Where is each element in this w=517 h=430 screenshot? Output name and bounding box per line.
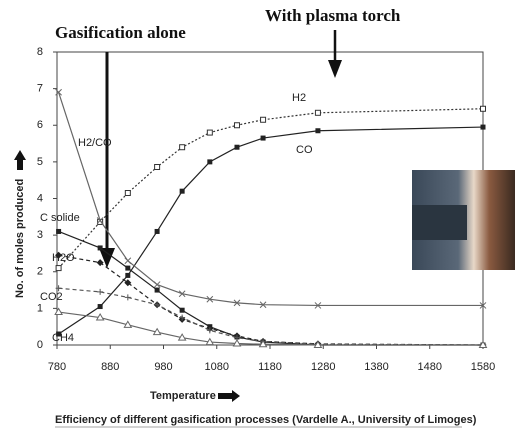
marker (124, 190, 131, 197)
marker (124, 294, 131, 301)
marker (313, 340, 323, 348)
marker (55, 251, 63, 259)
marker (55, 265, 62, 272)
series-line (58, 126, 484, 335)
y-tick-label: 6 (37, 119, 43, 131)
marker (207, 159, 213, 165)
series-line (58, 92, 483, 307)
marker (314, 109, 321, 116)
y-tick-label: 2 (37, 266, 43, 278)
x-tick-label: 980 (154, 361, 172, 373)
series-label: H2O (52, 252, 75, 264)
marker (124, 257, 132, 265)
marker (152, 327, 162, 336)
marker (205, 337, 215, 346)
series-line (58, 230, 483, 346)
series-line (58, 108, 484, 269)
marker (179, 314, 186, 321)
marker (177, 333, 187, 341)
y-tick-label: 0 (37, 339, 43, 351)
marker (153, 281, 161, 288)
marker (258, 339, 268, 348)
marker (206, 327, 213, 334)
marker (232, 339, 242, 347)
marker (56, 228, 62, 234)
x-tick-label: 1480 (418, 361, 442, 373)
marker (95, 313, 105, 321)
y-tick-label: 4 (37, 192, 43, 204)
marker (55, 285, 62, 292)
y-tick-label: 5 (37, 156, 43, 168)
marker (314, 302, 322, 309)
series-label: CO (296, 144, 313, 156)
marker (478, 340, 488, 348)
marker (179, 188, 185, 194)
marker (480, 105, 486, 112)
marker (178, 290, 186, 298)
y-tick-label: 8 (37, 46, 43, 58)
marker (96, 217, 104, 224)
marker (479, 302, 487, 309)
marker (259, 301, 267, 309)
series-label: CO2 (40, 291, 63, 303)
arrow-head (328, 60, 342, 78)
series-label: H2/CO (78, 137, 112, 149)
marker (154, 301, 161, 308)
y-tick-label: 1 (37, 302, 43, 314)
x-tick-label: 1380 (364, 361, 388, 373)
marker (206, 129, 213, 136)
marker (260, 116, 267, 123)
marker (97, 245, 103, 251)
series-line (58, 287, 484, 346)
axis-arrow (14, 150, 26, 170)
annotation: With plasma torch (265, 6, 401, 25)
y-axis-label: No. of moles produced (14, 179, 26, 298)
marker (54, 307, 63, 316)
marker (154, 164, 161, 171)
marker (56, 331, 62, 337)
marker (154, 228, 160, 234)
marker (233, 299, 241, 307)
marker (206, 295, 214, 303)
x-axis-label: Temperature (150, 390, 216, 402)
x-tick-label: 780 (48, 361, 66, 373)
y-tick-label: 3 (37, 229, 43, 241)
x-tick-label: 1080 (205, 361, 229, 373)
x-tick-label: 1280 (311, 361, 335, 373)
series-label: CH4 (52, 332, 74, 344)
marker (123, 320, 133, 328)
marker (124, 279, 132, 287)
marker (233, 122, 240, 129)
series-label: H2 (292, 92, 306, 104)
x-tick-label: 1580 (471, 361, 495, 373)
axis-arrow (218, 390, 240, 402)
marker (97, 304, 103, 310)
marker (97, 288, 104, 295)
marker (315, 128, 321, 134)
annotation: Gasification alone (55, 23, 186, 42)
marker (260, 135, 266, 141)
torch-body (412, 205, 467, 240)
caption: Efficiency of different gasification pro… (55, 414, 477, 426)
marker (96, 259, 104, 267)
marker (179, 307, 185, 313)
marker (179, 144, 186, 151)
arrow-head (99, 248, 115, 268)
marker (125, 272, 131, 278)
series-line (58, 311, 483, 346)
marker (480, 124, 486, 130)
series-label: C solide (40, 212, 80, 224)
y-tick-label: 7 (37, 83, 43, 95)
marker (154, 287, 160, 293)
marker (55, 88, 62, 96)
marker (234, 144, 240, 150)
x-tick-label: 1180 (258, 361, 282, 373)
marker (125, 265, 131, 271)
x-tick-label: 880 (101, 361, 119, 373)
